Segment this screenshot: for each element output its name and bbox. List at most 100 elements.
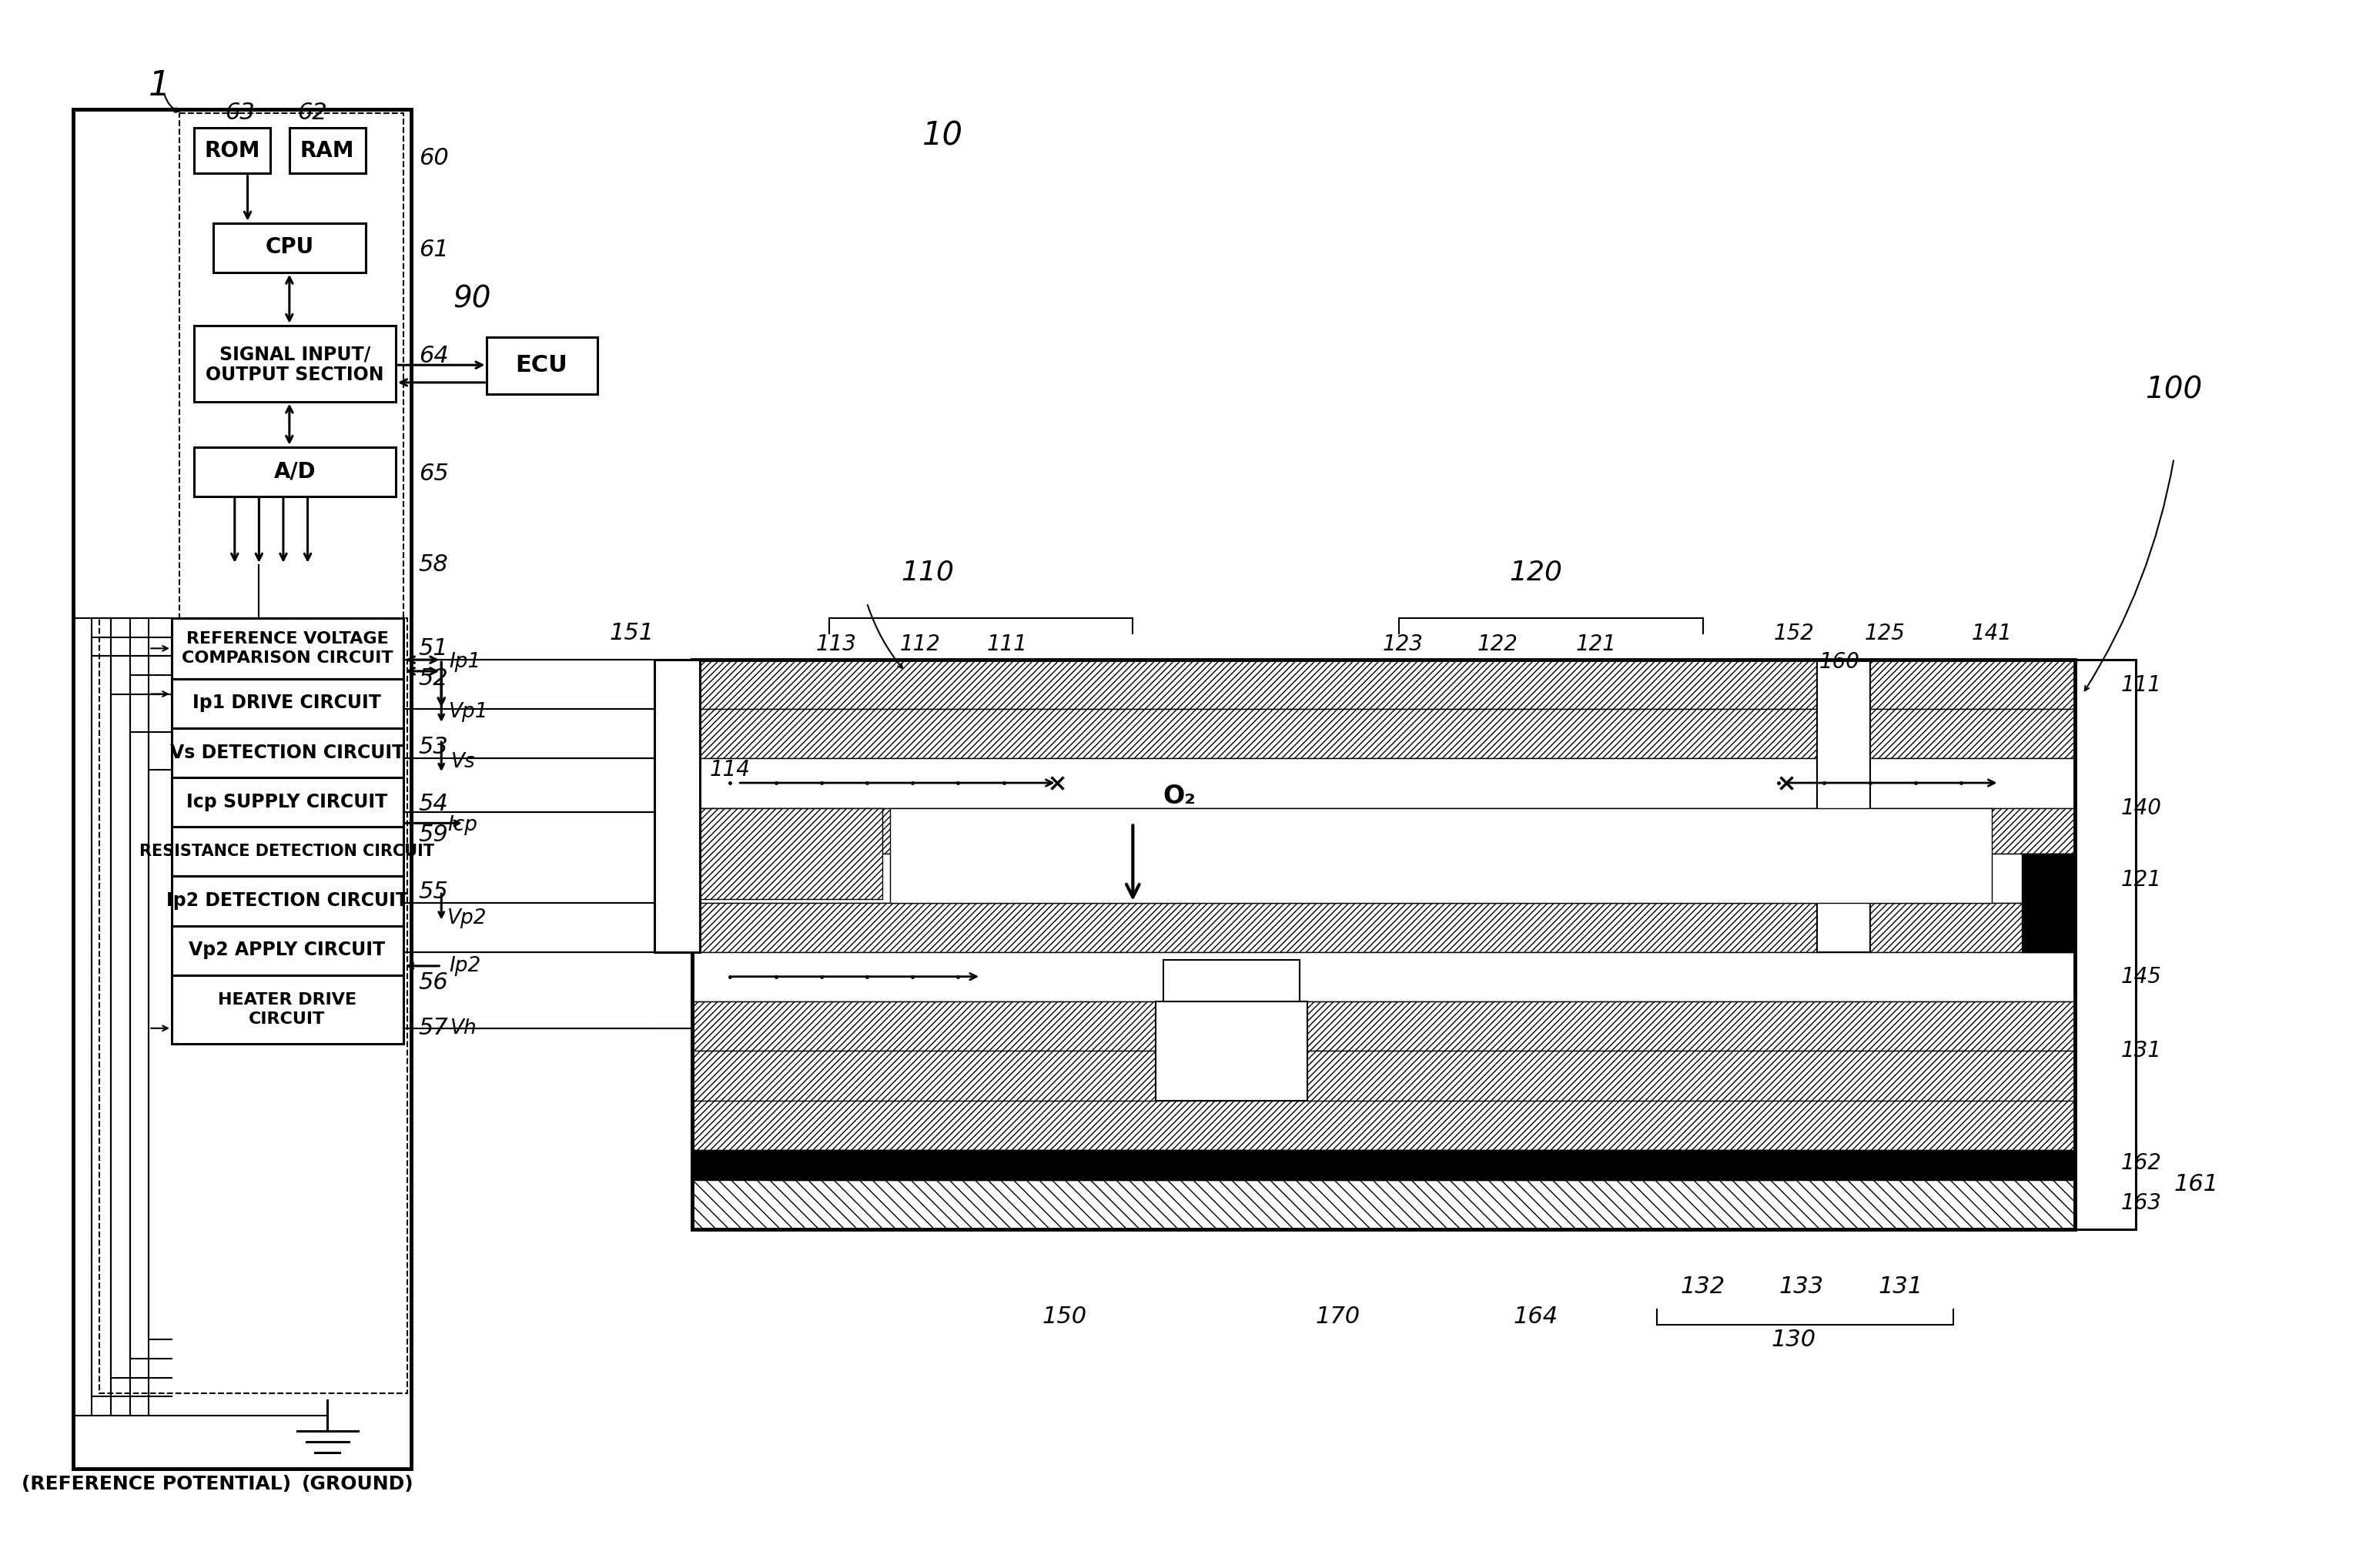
Text: 160: 160 [1820,651,1860,673]
Bar [195,447,397,497]
Text: 123: 123 [1383,633,1423,655]
Text: Icp SUPPLY CIRCUIT: Icp SUPPLY CIRCUIT [188,792,387,811]
Text: 133: 133 [1780,1275,1825,1298]
Text: Ip1: Ip1 [449,652,480,673]
Text: 111: 111 [986,633,1029,655]
Text: 121: 121 [2122,869,2162,891]
Text: 63: 63 [226,102,254,124]
Text: Vs: Vs [451,753,475,773]
Bar [171,728,404,778]
Text: Vp2 APPLY CIRCUIT: Vp2 APPLY CIRCUIT [188,941,385,960]
Text: 60: 60 [418,147,449,169]
Bar [767,1149,1794,1181]
Text: 141: 141 [1972,622,2012,644]
Bar [691,1101,2074,1149]
Text: 121: 121 [1575,633,1616,655]
Text: OUTPUT SECTION: OUTPUT SECTION [207,365,385,384]
Bar [691,903,2074,952]
Text: A/D: A/D [273,461,316,481]
Text: 170: 170 [1316,1306,1361,1328]
Bar [1155,1002,1307,1101]
Text: HEATER DRIVE: HEATER DRIVE [219,993,356,1008]
Bar [171,975,404,1043]
Text: O₂: O₂ [1164,784,1195,809]
Text: 120: 120 [1509,560,1561,585]
Text: 52: 52 [418,668,449,690]
Bar [691,660,2074,1229]
Text: REFERENCE VOLTAGE: REFERENCE VOLTAGE [185,632,387,648]
Text: 56: 56 [418,972,449,994]
Text: Icp: Icp [447,815,478,836]
Text: 65: 65 [418,463,449,485]
Text: 162: 162 [2122,1152,2162,1174]
Text: 164: 164 [1514,1306,1559,1328]
Bar [171,925,404,975]
Text: 163: 163 [2122,1192,2162,1214]
Bar [691,759,2074,808]
Text: 122: 122 [1478,633,1518,655]
Text: 112: 112 [901,633,941,655]
Text: 131: 131 [1877,1275,1922,1298]
Bar [691,1051,2074,1101]
Bar [74,110,411,1469]
Bar [214,223,366,273]
Text: 55: 55 [418,880,449,903]
Bar [691,1002,2074,1051]
Text: Ip2: Ip2 [449,956,480,975]
Text: 62: 62 [297,102,328,124]
Text: 113: 113 [815,633,858,655]
Bar [100,618,406,1392]
Text: 145: 145 [2122,966,2162,988]
Bar [691,952,2074,1002]
Text: 150: 150 [1043,1306,1086,1328]
Text: 132: 132 [1680,1275,1725,1298]
Bar [290,129,366,174]
Text: 130: 130 [1772,1328,1815,1352]
Text: 161: 161 [2174,1173,2219,1195]
Text: 10: 10 [922,119,962,152]
Bar [691,1181,2074,1229]
Text: 1: 1 [150,69,171,103]
Text: 140: 140 [2122,797,2162,818]
Text: 110: 110 [901,560,955,585]
Bar [2022,853,2074,952]
Text: 111: 111 [2122,674,2162,696]
Text: 152: 152 [1772,622,1815,644]
Text: 58: 58 [418,554,449,575]
Bar [171,877,404,925]
Bar [691,853,2074,903]
Bar [195,129,271,174]
Text: 59: 59 [418,823,449,845]
Text: 54: 54 [418,793,449,815]
Text: Vp2: Vp2 [447,908,487,928]
Text: 64: 64 [418,345,449,367]
Bar [653,660,699,952]
Text: CIRCUIT: CIRCUIT [249,1011,326,1027]
Text: Ip1 DRIVE CIRCUIT: Ip1 DRIVE CIRCUIT [192,695,383,712]
Text: 131: 131 [2122,1040,2162,1062]
Text: 61: 61 [418,238,449,260]
Text: Vs DETECTION CIRCUIT: Vs DETECTION CIRCUIT [171,743,404,762]
Text: Vh: Vh [451,1018,478,1038]
Text: ECU: ECU [516,354,568,376]
Text: (GROUND): (GROUND) [302,1475,413,1493]
Bar [691,808,881,898]
Text: Vp1: Vp1 [449,702,489,723]
Text: ROM: ROM [204,140,261,162]
Text: RESISTANCE DETECTION CIRCUIT: RESISTANCE DETECTION CIRCUIT [140,844,435,859]
Bar [691,660,2074,709]
Bar [171,826,404,877]
Bar [171,679,404,728]
Bar [2074,660,2136,1229]
Text: (REFERENCE POTENTIAL): (REFERENCE POTENTIAL) [21,1475,292,1493]
Text: 51: 51 [418,637,449,660]
Text: Ip2 DETECTION CIRCUIT: Ip2 DETECTION CIRCUIT [166,891,409,909]
Bar [691,808,2074,853]
Text: 125: 125 [1865,622,1906,644]
Text: 57: 57 [418,1018,449,1040]
Bar [691,709,2074,759]
Text: 114: 114 [710,759,751,781]
Text: 151: 151 [608,622,653,644]
Text: SIGNAL INPUT/: SIGNAL INPUT/ [219,345,371,364]
Text: 90: 90 [454,284,492,314]
